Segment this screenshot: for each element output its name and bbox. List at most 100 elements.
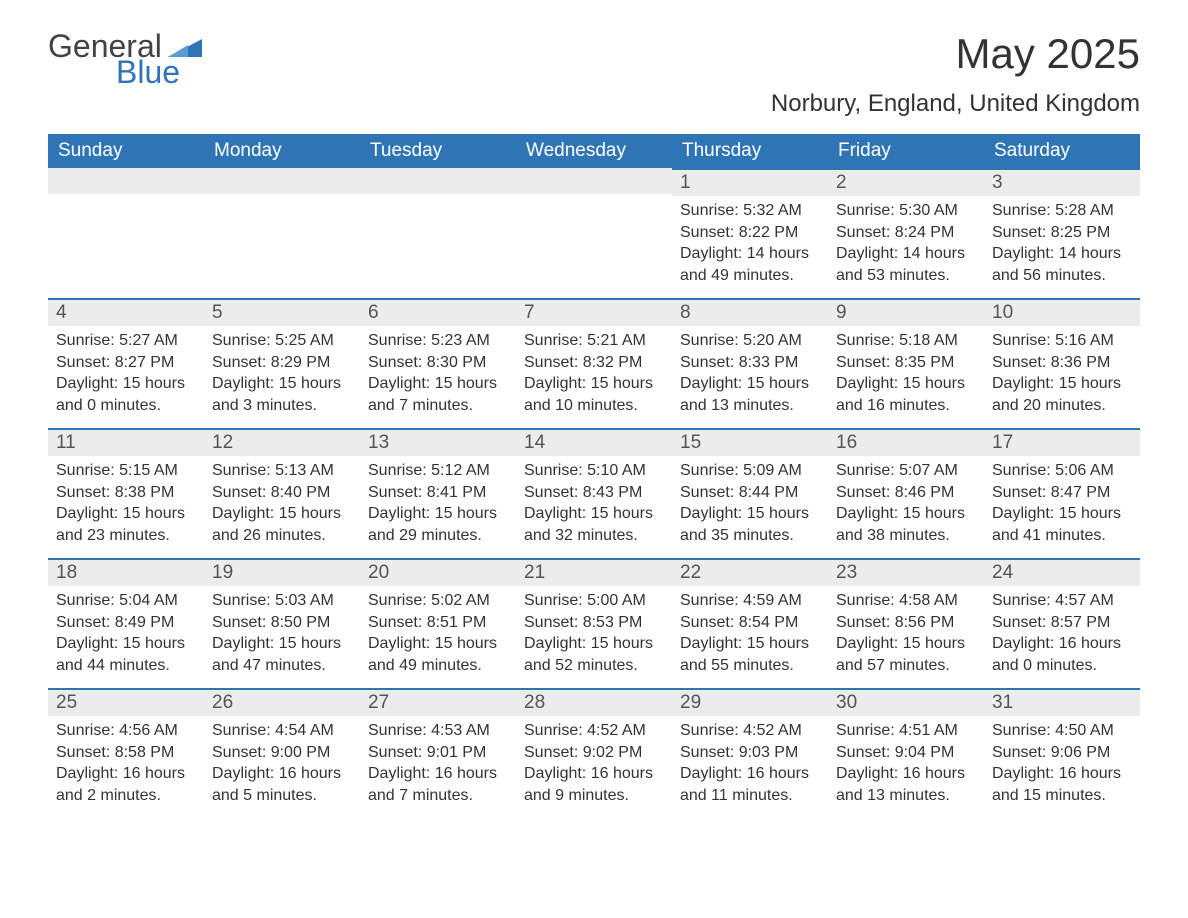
day-details: Sunrise: 4:51 AMSunset: 9:04 PMDaylight:… <box>828 716 984 814</box>
day-details: Sunrise: 5:23 AMSunset: 8:30 PMDaylight:… <box>360 326 516 424</box>
daylight-line: Daylight: 14 hours and 53 minutes. <box>836 243 976 286</box>
calendar-cell: 18Sunrise: 5:04 AMSunset: 8:49 PMDayligh… <box>48 558 204 688</box>
day-number: 7 <box>516 298 672 326</box>
sunset-line: Sunset: 8:57 PM <box>992 612 1132 634</box>
day-number: 24 <box>984 558 1140 586</box>
day-number: 23 <box>828 558 984 586</box>
day-number: 6 <box>360 298 516 326</box>
day-details: Sunrise: 5:16 AMSunset: 8:36 PMDaylight:… <box>984 326 1140 424</box>
logo-word-blue: Blue <box>116 56 202 88</box>
calendar-cell: 20Sunrise: 5:02 AMSunset: 8:51 PMDayligh… <box>360 558 516 688</box>
day-number: 30 <box>828 688 984 716</box>
daylight-line: Daylight: 16 hours and 5 minutes. <box>212 763 352 806</box>
day-details: Sunrise: 4:54 AMSunset: 9:00 PMDaylight:… <box>204 716 360 814</box>
day-number: 19 <box>204 558 360 586</box>
calendar-cell: 21Sunrise: 5:00 AMSunset: 8:53 PMDayligh… <box>516 558 672 688</box>
location: Norbury, England, United Kingdom <box>771 90 1140 118</box>
sunset-line: Sunset: 8:44 PM <box>680 482 820 504</box>
sunrise-line: Sunrise: 5:20 AM <box>680 330 820 352</box>
day-number: 22 <box>672 558 828 586</box>
sunset-line: Sunset: 8:49 PM <box>56 612 196 634</box>
sunset-line: Sunset: 8:33 PM <box>680 352 820 374</box>
calendar-cell: 7Sunrise: 5:21 AMSunset: 8:32 PMDaylight… <box>516 298 672 428</box>
sunrise-line: Sunrise: 5:23 AM <box>368 330 508 352</box>
weekday-header: Friday <box>828 134 984 168</box>
day-details: Sunrise: 5:30 AMSunset: 8:24 PMDaylight:… <box>828 196 984 294</box>
day-details: Sunrise: 5:04 AMSunset: 8:49 PMDaylight:… <box>48 586 204 684</box>
day-number: 21 <box>516 558 672 586</box>
calendar-cell: 31Sunrise: 4:50 AMSunset: 9:06 PMDayligh… <box>984 688 1140 818</box>
day-number: 28 <box>516 688 672 716</box>
sunset-line: Sunset: 9:04 PM <box>836 742 976 764</box>
calendar-cell: 10Sunrise: 5:16 AMSunset: 8:36 PMDayligh… <box>984 298 1140 428</box>
daylight-line: Daylight: 15 hours and 20 minutes. <box>992 373 1132 416</box>
sunrise-line: Sunrise: 5:16 AM <box>992 330 1132 352</box>
sunset-line: Sunset: 8:50 PM <box>212 612 352 634</box>
day-number: 8 <box>672 298 828 326</box>
calendar-cell: 30Sunrise: 4:51 AMSunset: 9:04 PMDayligh… <box>828 688 984 818</box>
calendar-cell: 26Sunrise: 4:54 AMSunset: 9:00 PMDayligh… <box>204 688 360 818</box>
day-number: 14 <box>516 428 672 456</box>
day-number: 31 <box>984 688 1140 716</box>
calendar-cell: 3Sunrise: 5:28 AMSunset: 8:25 PMDaylight… <box>984 168 1140 298</box>
sunrise-line: Sunrise: 5:03 AM <box>212 590 352 612</box>
sunrise-line: Sunrise: 5:07 AM <box>836 460 976 482</box>
day-number: 4 <box>48 298 204 326</box>
sunrise-line: Sunrise: 4:52 AM <box>680 720 820 742</box>
daylight-line: Daylight: 15 hours and 44 minutes. <box>56 633 196 676</box>
sunset-line: Sunset: 8:41 PM <box>368 482 508 504</box>
day-number: 20 <box>360 558 516 586</box>
sunset-line: Sunset: 8:54 PM <box>680 612 820 634</box>
sunrise-line: Sunrise: 5:27 AM <box>56 330 196 352</box>
sunset-line: Sunset: 8:53 PM <box>524 612 664 634</box>
calendar-cell: 29Sunrise: 4:52 AMSunset: 9:03 PMDayligh… <box>672 688 828 818</box>
calendar-cell: 9Sunrise: 5:18 AMSunset: 8:35 PMDaylight… <box>828 298 984 428</box>
calendar-week-row: 18Sunrise: 5:04 AMSunset: 8:49 PMDayligh… <box>48 558 1140 688</box>
day-details: Sunrise: 5:03 AMSunset: 8:50 PMDaylight:… <box>204 586 360 684</box>
header: General Blue May 2025 Norbury, England, … <box>48 30 1140 128</box>
day-number: 1 <box>672 168 828 196</box>
day-details: Sunrise: 5:06 AMSunset: 8:47 PMDaylight:… <box>984 456 1140 554</box>
daylight-line: Daylight: 16 hours and 13 minutes. <box>836 763 976 806</box>
day-details: Sunrise: 5:18 AMSunset: 8:35 PMDaylight:… <box>828 326 984 424</box>
day-details: Sunrise: 5:13 AMSunset: 8:40 PMDaylight:… <box>204 456 360 554</box>
daylight-line: Daylight: 15 hours and 29 minutes. <box>368 503 508 546</box>
empty-day-bar <box>204 168 360 194</box>
daylight-line: Daylight: 16 hours and 2 minutes. <box>56 763 196 806</box>
daylight-line: Daylight: 15 hours and 41 minutes. <box>992 503 1132 546</box>
daylight-line: Daylight: 15 hours and 7 minutes. <box>368 373 508 416</box>
sunrise-line: Sunrise: 5:18 AM <box>836 330 976 352</box>
day-details: Sunrise: 5:28 AMSunset: 8:25 PMDaylight:… <box>984 196 1140 294</box>
daylight-line: Daylight: 15 hours and 10 minutes. <box>524 373 664 416</box>
sunrise-line: Sunrise: 5:28 AM <box>992 200 1132 222</box>
day-details: Sunrise: 4:58 AMSunset: 8:56 PMDaylight:… <box>828 586 984 684</box>
sunrise-line: Sunrise: 5:00 AM <box>524 590 664 612</box>
sunrise-line: Sunrise: 5:04 AM <box>56 590 196 612</box>
day-number: 27 <box>360 688 516 716</box>
daylight-line: Daylight: 15 hours and 13 minutes. <box>680 373 820 416</box>
page-title: May 2025 <box>771 30 1140 78</box>
sunset-line: Sunset: 8:58 PM <box>56 742 196 764</box>
sunset-line: Sunset: 8:46 PM <box>836 482 976 504</box>
weekday-header: Thursday <box>672 134 828 168</box>
day-number: 18 <box>48 558 204 586</box>
calendar-cell: 11Sunrise: 5:15 AMSunset: 8:38 PMDayligh… <box>48 428 204 558</box>
sunrise-line: Sunrise: 4:58 AM <box>836 590 976 612</box>
sunrise-line: Sunrise: 5:02 AM <box>368 590 508 612</box>
day-details: Sunrise: 5:12 AMSunset: 8:41 PMDaylight:… <box>360 456 516 554</box>
daylight-line: Daylight: 15 hours and 38 minutes. <box>836 503 976 546</box>
calendar-cell: 22Sunrise: 4:59 AMSunset: 8:54 PMDayligh… <box>672 558 828 688</box>
sunrise-line: Sunrise: 5:30 AM <box>836 200 976 222</box>
calendar-cell: 17Sunrise: 5:06 AMSunset: 8:47 PMDayligh… <box>984 428 1140 558</box>
sunrise-line: Sunrise: 4:59 AM <box>680 590 820 612</box>
day-details: Sunrise: 5:27 AMSunset: 8:27 PMDaylight:… <box>48 326 204 424</box>
sunset-line: Sunset: 9:02 PM <box>524 742 664 764</box>
sunset-line: Sunset: 8:24 PM <box>836 222 976 244</box>
day-number: 11 <box>48 428 204 456</box>
day-details: Sunrise: 5:21 AMSunset: 8:32 PMDaylight:… <box>516 326 672 424</box>
daylight-line: Daylight: 16 hours and 15 minutes. <box>992 763 1132 806</box>
sunset-line: Sunset: 8:22 PM <box>680 222 820 244</box>
calendar-cell: 1Sunrise: 5:32 AMSunset: 8:22 PMDaylight… <box>672 168 828 298</box>
sunrise-line: Sunrise: 5:25 AM <box>212 330 352 352</box>
sunrise-line: Sunrise: 5:21 AM <box>524 330 664 352</box>
